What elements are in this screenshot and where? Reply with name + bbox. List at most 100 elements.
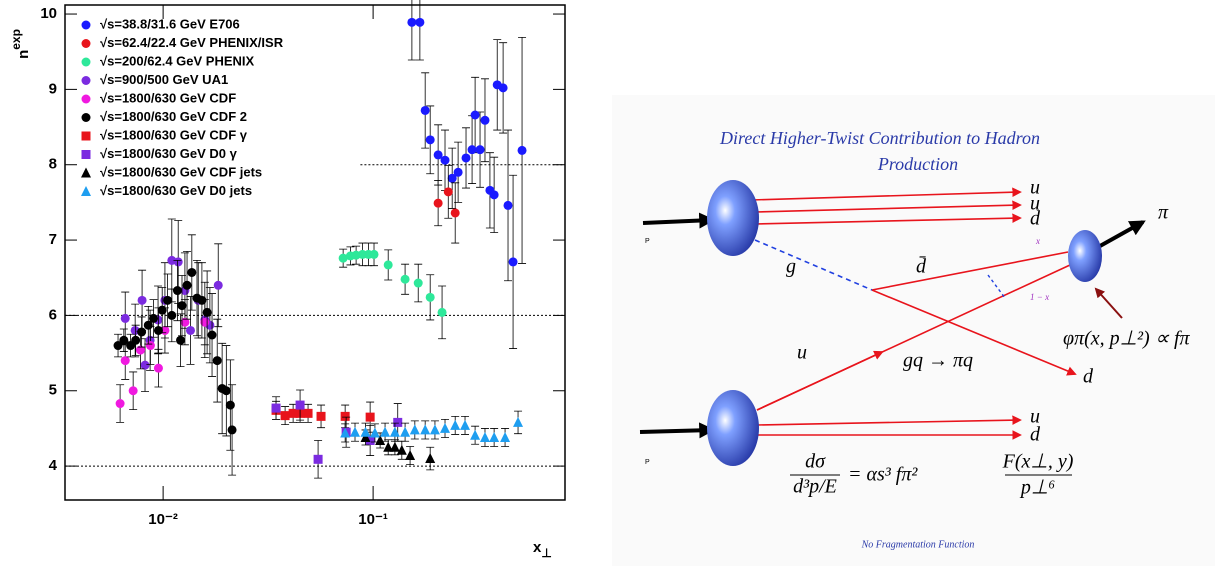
marker	[383, 441, 394, 452]
quark-label: u	[797, 342, 807, 364]
x-tick-label: 10⁻¹	[358, 511, 388, 528]
y-axis-title: nexp	[9, 29, 32, 59]
marker	[173, 257, 183, 267]
marker	[360, 426, 371, 437]
marker	[137, 327, 147, 337]
marker	[221, 386, 231, 396]
legend-label: √s=1800/630 GeV CDF jets	[100, 164, 262, 179]
marker	[413, 278, 423, 288]
marker	[340, 427, 351, 438]
y-tick-label: 8	[49, 156, 57, 173]
formula-part: p⊥⁶	[1019, 477, 1055, 499]
footnote: No Fragmentation Function	[861, 539, 975, 550]
marker	[172, 286, 182, 296]
quark-label: u	[1030, 406, 1040, 428]
marker	[365, 435, 375, 445]
legend-label: √s=1800/630 GeV D0 jets	[100, 183, 252, 198]
marker	[470, 110, 480, 120]
marker	[409, 424, 420, 435]
marker	[400, 426, 411, 437]
marker	[149, 313, 159, 323]
marker	[369, 427, 380, 438]
marker	[182, 280, 192, 290]
quark-arrow	[756, 350, 884, 411]
marker	[460, 419, 471, 430]
marker	[135, 345, 145, 355]
legend-label: √s=1800/630 GeV CDF	[100, 90, 236, 105]
marker	[185, 325, 195, 335]
marker	[120, 313, 130, 323]
gluon-label: g	[786, 256, 796, 278]
gluon-line	[754, 239, 873, 291]
legend-label: √s=1800/630 GeV CDF 2	[100, 109, 247, 124]
marker	[225, 400, 235, 410]
marker	[303, 408, 313, 418]
marker	[369, 249, 379, 259]
marker	[437, 307, 447, 317]
marker	[508, 257, 518, 267]
legend-label: √s=62.4/22.4 GeV PHENIX/ISR	[100, 35, 284, 50]
marker	[443, 187, 453, 197]
marker	[137, 295, 147, 305]
marker	[131, 335, 141, 345]
y-tick-label: 7	[49, 231, 57, 248]
wavefunction-label: φπ(x, p⊥²) ∝ fπ	[1063, 328, 1191, 350]
marker	[489, 431, 500, 442]
marker	[415, 17, 425, 27]
marker	[467, 145, 477, 155]
pion-arrow	[1099, 220, 1146, 248]
formula: dσ d³p/E = αs³ fπ² F(x⊥, y) p⊥⁶	[790, 451, 1074, 499]
marker	[425, 453, 436, 464]
marker	[429, 424, 440, 435]
marker	[120, 356, 130, 366]
formula-part: dσ	[805, 451, 826, 473]
y-label: n	[15, 50, 32, 59]
marker	[425, 292, 435, 302]
pion-label: π	[1158, 202, 1169, 224]
diagram-title: Direct Higher-Twist Contribution to Hadr…	[719, 128, 1040, 148]
marker	[280, 411, 290, 421]
marker	[517, 145, 527, 155]
marker	[440, 422, 451, 433]
chart: nexp x⊥ 4 5 6 7 8 9 10 10⁻² 10⁻¹ √s=38.8/31.6 GeV…	[9, 0, 566, 560]
marker	[153, 363, 163, 373]
legend-marker	[81, 167, 91, 178]
marker	[405, 450, 416, 461]
marker	[503, 200, 513, 210]
pion	[1068, 230, 1102, 282]
quark-line	[754, 200, 1022, 213]
y-tick-label: 9	[49, 80, 57, 97]
legend-marker	[81, 186, 91, 196]
marker	[383, 260, 393, 270]
formula-part: = αs³ fπ²	[848, 464, 918, 486]
x-label-sub: ⊥	[541, 546, 551, 560]
x-axis-title: x⊥	[533, 539, 552, 560]
x-tick-label: 10⁻²	[148, 511, 178, 528]
legend-marker	[81, 94, 91, 104]
legend-label: √s=38.8/31.6 GeV E706	[100, 16, 240, 31]
marker	[140, 360, 150, 370]
marker	[425, 135, 435, 145]
marker	[288, 408, 298, 418]
quark-lines	[749, 187, 1077, 440]
formula-part: d³p/E	[793, 476, 837, 498]
marker	[119, 335, 129, 345]
marker	[145, 341, 155, 351]
marker	[433, 198, 443, 208]
marker	[197, 295, 207, 305]
marker	[498, 83, 508, 93]
marker	[396, 444, 407, 455]
fraction-line	[987, 274, 1006, 299]
marker	[227, 425, 237, 435]
y-tick-label: 5	[49, 382, 57, 399]
marker	[433, 150, 443, 160]
legend-marker	[81, 131, 91, 141]
wavefunction-arrow	[1094, 287, 1123, 319]
legend-marker	[81, 113, 91, 122]
marker	[167, 310, 177, 320]
fraction-label: 1 − x	[1030, 292, 1049, 302]
error-bar	[415, 0, 424, 61]
marker	[143, 320, 153, 330]
marker	[180, 317, 190, 327]
